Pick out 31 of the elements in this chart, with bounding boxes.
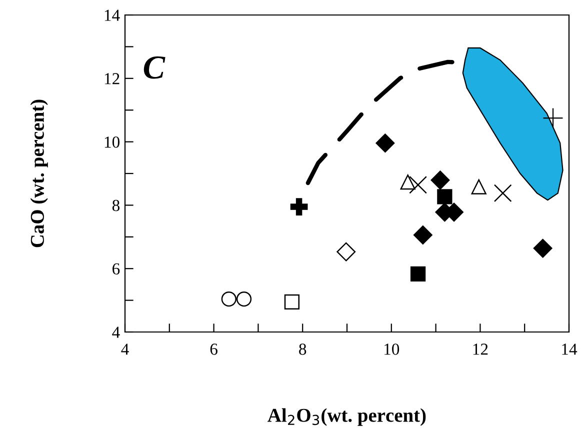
y-tick-label: 14: [104, 10, 120, 21]
x-axis-title: Al$_{2}$O$_{3}$(wt. percent): [268, 408, 426, 426]
y-tick-label: 10: [104, 136, 120, 148]
point: [413, 226, 432, 244]
point: [430, 170, 450, 190]
y-axis-title: CaO (wt. percent): [30, 100, 48, 248]
point: [221, 291, 236, 307]
point: [236, 291, 252, 307]
x-tick-label: 8: [299, 344, 306, 355]
y-tick-label: 6: [112, 263, 120, 275]
x-tick-label: 6: [210, 344, 218, 355]
y-tick-label: 12: [104, 73, 120, 84]
x-tick-label: 14: [562, 344, 578, 355]
point: [409, 176, 427, 194]
point: [284, 294, 300, 310]
point: [410, 266, 426, 282]
point: [290, 198, 308, 216]
x-tick-label: 10: [384, 344, 400, 355]
x-tick-label: 12: [473, 344, 488, 355]
y-tick-label: 4: [112, 326, 120, 338]
point: [533, 238, 552, 258]
x-tick-label: 4: [121, 344, 129, 355]
point: [494, 184, 512, 202]
point: [400, 174, 416, 190]
annotation: C: [144, 56, 166, 79]
point: [336, 242, 356, 262]
point: [376, 134, 395, 153]
point: [471, 179, 486, 194]
y-tick-label: 8: [112, 200, 120, 212]
point: [542, 108, 564, 128]
point: [437, 189, 452, 204]
